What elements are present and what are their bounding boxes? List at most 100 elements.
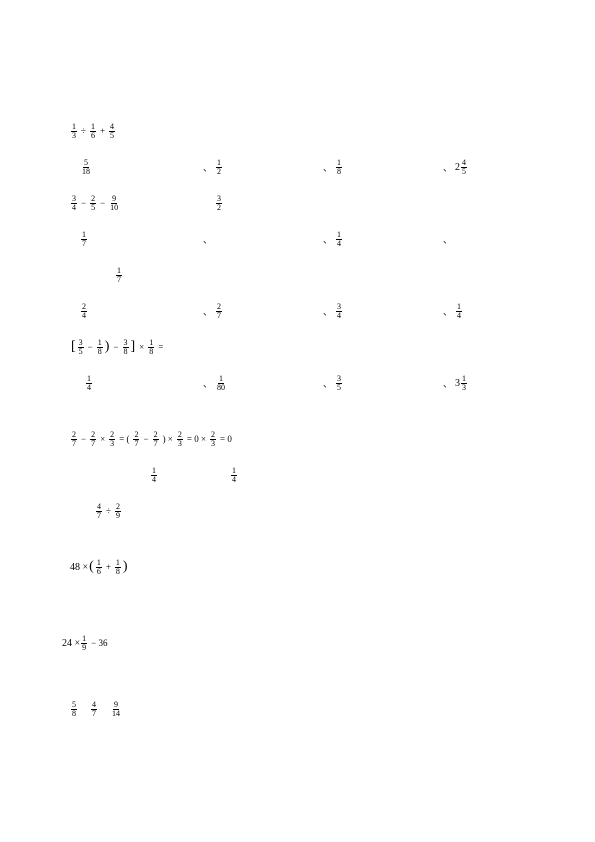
cell: 17 — [115, 267, 123, 284]
cell: 、180 — [200, 375, 227, 392]
cell: 47÷29 — [95, 503, 122, 520]
fraction: 38 — [123, 339, 129, 356]
bracket: ) — [123, 559, 128, 575]
text: 48 × — [70, 562, 88, 573]
equation-row: 14、180、35、313 — [70, 372, 540, 394]
cell: 32 — [215, 195, 223, 212]
fraction: 27 — [133, 431, 139, 448]
equation-row: 34−25−91032 — [70, 192, 540, 214]
equation-row: 48 ×(16+18) — [70, 556, 540, 578]
operator: = 0 — [220, 434, 232, 444]
equation-row: 14 14 — [70, 464, 540, 486]
equation-row: 27−27×23= (27−27) ×23= 0 ×23= 0 — [70, 428, 540, 450]
cell: 34−25−910 — [70, 195, 120, 212]
fraction: 17 — [81, 231, 87, 248]
operator: − — [81, 198, 86, 208]
cell: 14 — [150, 467, 158, 484]
operator: = ( — [119, 434, 129, 444]
cell: 、 27 — [200, 303, 223, 320]
fraction: 58 — [71, 701, 77, 718]
fraction: 180 — [216, 375, 226, 392]
bracket: ) — [105, 339, 110, 355]
fraction: 24 — [81, 303, 87, 320]
bracket: ] — [131, 339, 136, 355]
equation-row: 518、12、18、245 — [70, 156, 540, 178]
fraction: 12 — [216, 159, 222, 176]
fraction: 45 — [461, 159, 467, 176]
operator: − 36 — [91, 638, 107, 648]
fraction: 14 — [231, 467, 237, 484]
operator: + — [100, 126, 105, 136]
operator: − — [81, 434, 86, 444]
operator: 、 — [443, 161, 452, 174]
cell: 、 — [200, 233, 215, 246]
operator: − — [113, 342, 118, 352]
operator: 、 — [203, 305, 212, 318]
fraction: 19 — [81, 635, 87, 652]
fraction: 35 — [78, 339, 84, 356]
operator: 、 — [323, 377, 332, 390]
fraction: 14 — [336, 231, 342, 248]
fraction: 518 — [81, 159, 91, 176]
operator: = — [158, 342, 163, 352]
fraction: 29 — [115, 503, 121, 520]
fraction: 914 — [111, 701, 121, 718]
fraction: 14 — [151, 467, 157, 484]
cell: 58 47 914 — [70, 701, 122, 718]
fraction: 13 — [71, 123, 77, 140]
fraction: 34 — [71, 195, 77, 212]
cell: 、12 — [200, 159, 223, 176]
fraction: 25 — [90, 195, 96, 212]
cell: 14 — [230, 467, 238, 484]
fraction: 47 — [91, 701, 97, 718]
operator: 、 — [323, 233, 332, 246]
fraction: 910 — [109, 195, 119, 212]
fraction: 23 — [109, 431, 115, 448]
operator: − — [100, 198, 105, 208]
equation-row: 17 、 、 14 、 — [70, 228, 540, 250]
operator: 、 — [443, 305, 452, 318]
operator: + — [106, 562, 111, 572]
fraction: 32 — [216, 195, 222, 212]
fraction: 27 — [90, 431, 96, 448]
cell: 、14 — [440, 303, 463, 320]
text: 3 — [455, 378, 460, 389]
operator: = 0 × — [187, 434, 206, 444]
operator: − — [143, 434, 148, 444]
operator: − — [88, 342, 93, 352]
cell: 、 — [440, 233, 455, 246]
cell: 、34 — [320, 303, 343, 320]
equation-row: 17 — [70, 264, 540, 286]
operator: × — [139, 342, 144, 352]
operator: ) × — [163, 434, 173, 444]
cell: [35−18)−38]×18= — [70, 339, 166, 356]
cell: 、18 — [320, 159, 343, 176]
equation-row: 24 ×19− 36 — [70, 632, 540, 654]
cell: 24 ×19− 36 — [62, 635, 110, 652]
cell: 、35 — [320, 375, 343, 392]
equation-row: [35−18)−38]×18= — [70, 336, 540, 358]
cell: 、313 — [440, 375, 468, 392]
fraction: 14 — [86, 375, 92, 392]
fraction: 45 — [109, 123, 115, 140]
equation-row: 47÷29 — [70, 500, 540, 522]
fraction: 18 — [336, 159, 342, 176]
operator: 、 — [203, 233, 212, 246]
cell: 24 — [80, 303, 88, 320]
fraction: 13 — [461, 375, 467, 392]
equation-row: 58 47 914 — [70, 698, 540, 720]
cell: 14 — [85, 375, 93, 392]
fraction: 16 — [90, 123, 96, 140]
fraction: 18 — [97, 339, 103, 356]
fraction: 18 — [115, 559, 121, 576]
fraction: 34 — [336, 303, 342, 320]
cell: 48 ×(16+18) — [70, 559, 129, 576]
operator: 、 — [443, 233, 452, 246]
cell: 518 — [80, 159, 92, 176]
fraction: 16 — [96, 559, 102, 576]
fraction: 27 — [216, 303, 222, 320]
cell: 17 — [80, 231, 88, 248]
fraction: 27 — [71, 431, 77, 448]
equation-row: 13÷16+45 — [70, 120, 540, 142]
fraction: 17 — [116, 267, 122, 284]
